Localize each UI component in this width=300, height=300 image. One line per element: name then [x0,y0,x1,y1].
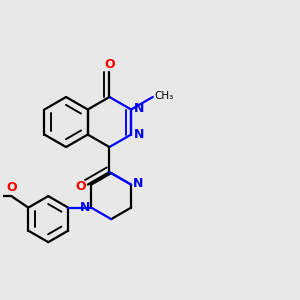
Text: O: O [6,181,17,194]
Text: O: O [104,58,115,70]
Text: O: O [76,180,86,193]
Text: N: N [80,201,90,214]
Text: N: N [133,177,143,190]
Text: N: N [134,102,144,115]
Text: CH₃: CH₃ [154,91,173,101]
Text: N: N [134,128,144,141]
